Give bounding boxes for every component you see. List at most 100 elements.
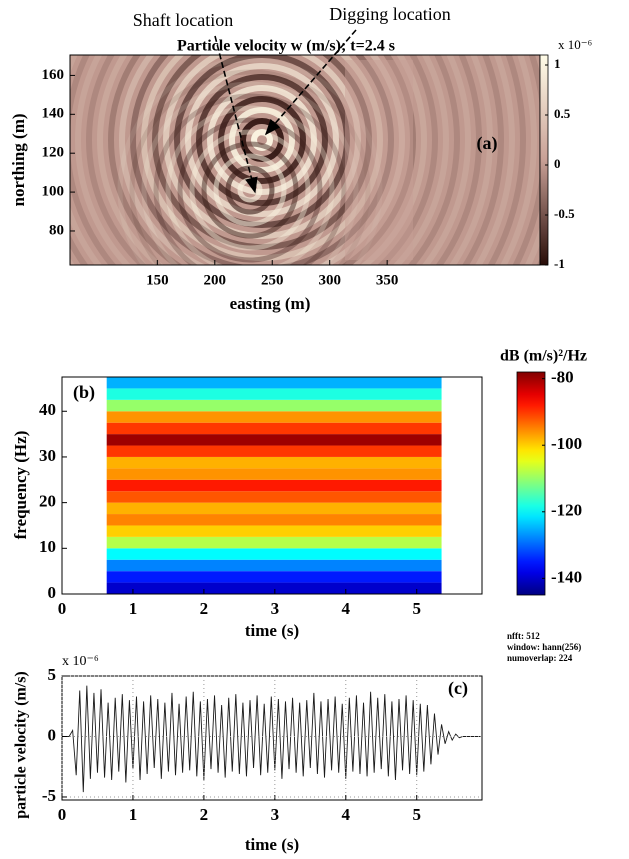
spectrogram-cell [106,536,442,549]
colorbar-tick-label: -0.5 [554,206,575,221]
chart-title: Particle velocity w (m/s); t=2.4 s [177,38,395,55]
spectrogram-cell [106,434,442,446]
wavefield [70,55,540,265]
x-tick-label: 0 [58,599,67,618]
colorbar-tick-label: -80 [551,368,574,387]
y-multiplier: x 10⁻⁶ [62,654,99,669]
note: window: hann(256) [507,642,581,652]
spectrogram-cell [106,502,442,515]
y-tick-label: 30 [39,446,56,465]
wavefront [86,55,438,265]
colorbar [516,371,546,596]
y-tick-label: 40 [39,400,56,419]
spectrogram-cell [106,582,442,594]
y-tick-label: 140 [42,106,65,122]
colorbar-tick-label: 1 [554,56,561,71]
spectrogram-cell [106,456,442,469]
wavefront [251,129,273,151]
wavefront [108,55,416,265]
colorbar-tick-label: 0.5 [554,106,571,121]
y-tick-label: 160 [42,67,65,83]
spectrogram-cell [106,525,442,537]
x-tick-label: 2 [200,805,209,824]
colorbar-tick-label: -1 [554,256,565,271]
wavefront [196,74,328,206]
wavefront [163,55,361,239]
y-tick-label: 80 [49,222,64,238]
wavefront [130,55,394,265]
colorbar-label: dB (m/s)²/Hz [500,348,587,365]
spectrogram-cell [106,468,442,480]
panel-label: (c) [448,678,468,699]
wavefront [213,153,287,227]
colorbar-tick-label: 0 [554,156,561,171]
spectrogram-cell [106,388,442,400]
x-tick-label: 1 [129,805,138,824]
wavefront [174,55,350,228]
spectrogram-cell [106,445,442,457]
x-tick-label: 150 [146,272,169,288]
x-tick-label: 4 [342,805,351,824]
wavefront [500,55,537,265]
spectrogram-cell [106,514,442,526]
spectrogram-cell [106,571,442,583]
colorbar-multiplier: x 10⁻⁶ [558,37,592,52]
wavefront [474,55,515,265]
x-tick-label: 5 [412,805,421,824]
wavefront [152,55,372,250]
x-tick-label: 350 [376,272,399,288]
y-tick-label: 0 [48,725,57,744]
y-tick-label: 120 [42,145,65,161]
wavefront [129,69,371,265]
wavefront [141,55,383,261]
wavefront [70,55,471,265]
y-tick-label: 100 [42,184,65,200]
arrow [264,29,357,136]
wavefront [119,55,405,265]
spectrogram-cell [106,399,442,412]
wavefront [189,129,311,251]
wavefront [225,165,275,215]
x-tick-label: 3 [271,805,280,824]
annotation: Digging location [329,4,450,24]
wavefront [462,55,504,265]
colorbar-tick-label: -120 [551,501,582,520]
wavefront [165,105,335,265]
x-axis-label: time (s) [245,835,299,854]
plot-frame [61,675,483,801]
y-axis-label: particle velocity (m/s) [13,671,30,819]
colorbar-tick-label: -100 [551,434,582,453]
spectrogram-cell [106,479,442,492]
x-tick-label: 4 [342,599,351,618]
wavefront [218,96,306,184]
y-tick-label: 20 [39,492,56,511]
wavefront [75,55,449,265]
wavefront [487,55,526,265]
x-tick-label: 5 [412,599,421,618]
x-tick-label: 0 [58,805,67,824]
waveform [62,685,481,793]
spectrogram-cell [106,491,442,503]
x-axis-label: time (s) [245,621,299,640]
wavefront [185,63,339,217]
y-axis-label: northing (m) [9,113,28,206]
wavefront [70,55,493,265]
panel-label: (b) [73,382,95,403]
x-axis-label: easting (m) [230,294,311,313]
wavefront [141,81,359,265]
wavefront [177,117,323,263]
spectrogram-cell [106,548,442,560]
y-tick-label: 0 [48,583,57,602]
x-tick-label: 300 [318,272,341,288]
wavefront [70,55,482,265]
annotation: Shaft location [133,10,233,30]
x-tick-label: 3 [271,599,280,618]
spectrogram-cell [106,422,442,435]
x-tick-label: 250 [261,272,284,288]
note: numoverlap: 224 [507,653,573,663]
y-tick-label: 5 [48,665,57,684]
spectrogram-cell [106,559,442,572]
spectrogram-cell [106,411,442,423]
wavefront [70,55,460,265]
